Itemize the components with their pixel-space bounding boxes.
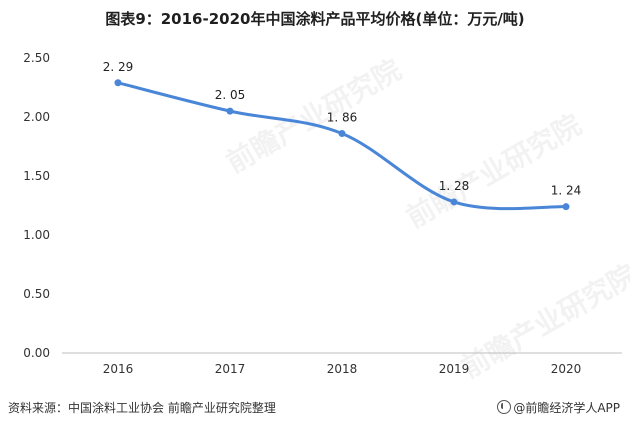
data-labels: 2. 29 2. 05 1. 86 1. 28 1. 24 [103,60,582,198]
y-axis-ticks: 0.00 0.50 1.00 1.50 2.00 2.50 [23,51,50,360]
data-point [114,79,122,87]
data-label: 1. 24 [551,184,582,198]
data-label: 1. 28 [439,179,470,193]
footer: 资料来源：中国涂料工业协会 前瞻产业研究院整理 @前瞻经济学人APP [0,399,630,421]
x-tick-label: 2019 [439,362,470,376]
y-tick-label: 1.00 [23,228,50,242]
data-point [338,130,346,138]
chart-title: 图表9：2016-2020年中国涂料产品平均价格(单位：万元/吨) [105,10,525,28]
data-label: 2. 29 [103,60,134,74]
data-label: 1. 86 [327,111,358,125]
data-point [562,203,570,211]
source-text: 资料来源：中国涂料工业协会 前瞻产业研究院整理 [8,401,276,415]
y-tick-label: 2.50 [23,51,50,65]
x-axis-ticks: 2016 2017 2018 2019 2020 [103,362,582,376]
y-tick-label: 0.50 [23,287,50,301]
y-tick-label: 1.50 [23,169,50,183]
data-point [226,107,234,115]
data-points [114,79,570,211]
x-tick-label: 2018 [327,362,358,376]
brand-text: @前瞻经济学人APP [513,401,620,415]
brand-logo-icon [497,400,512,414]
x-tick-label: 2017 [215,362,246,376]
brand: @前瞻经济学人APP [497,399,620,416]
x-tick-label: 2020 [551,362,582,376]
y-tick-label: 0.00 [23,346,50,360]
y-tick-label: 2.00 [23,110,50,124]
data-label: 2. 05 [215,88,246,102]
x-tick-label: 2016 [103,362,134,376]
data-point [450,198,458,206]
series-line [116,81,568,211]
